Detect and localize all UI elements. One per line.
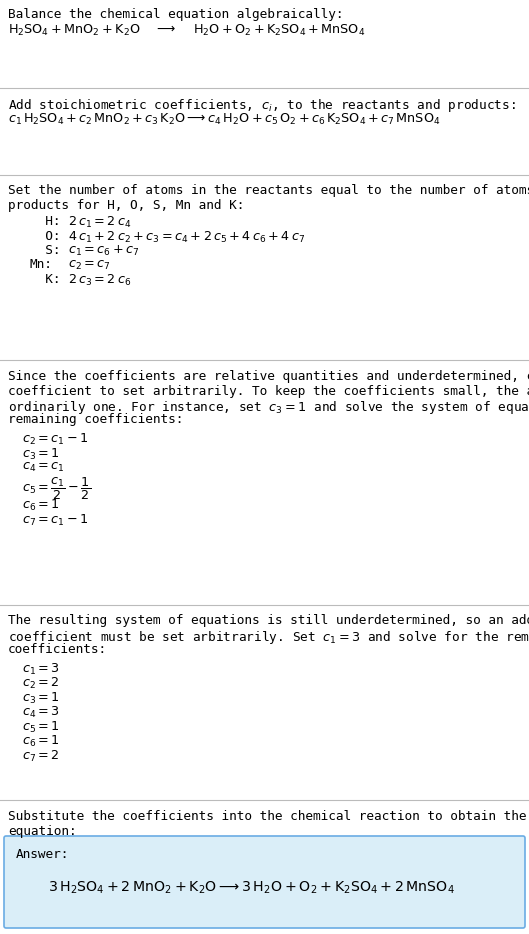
Text: $c_5 = \dfrac{c_1}{2} - \dfrac{1}{2}$: $c_5 = \dfrac{c_1}{2} - \dfrac{1}{2}$: [22, 475, 91, 502]
Text: coefficients:: coefficients:: [8, 643, 107, 656]
FancyBboxPatch shape: [4, 836, 525, 928]
Text: K:: K:: [30, 273, 60, 286]
Text: $c_1 = 3$: $c_1 = 3$: [22, 661, 60, 676]
Text: $c_7 = c_1 - 1$: $c_7 = c_1 - 1$: [22, 513, 88, 528]
Text: $c_2 = c_1 - 1$: $c_2 = c_1 - 1$: [22, 432, 88, 447]
Text: $c_4 = 3$: $c_4 = 3$: [22, 705, 60, 720]
Text: coefficient to set arbitrarily. To keep the coefficients small, the arbitrary va: coefficient to set arbitrarily. To keep …: [8, 385, 529, 398]
Text: ordinarily one. For instance, set $c_3 = 1$ and solve the system of equations fo: ordinarily one. For instance, set $c_3 =…: [8, 399, 529, 416]
Text: $c_2 = 2$: $c_2 = 2$: [22, 676, 59, 691]
Text: $c_3 = 1$: $c_3 = 1$: [22, 690, 60, 705]
Text: remaining coefficients:: remaining coefficients:: [8, 414, 184, 427]
Text: $3\,\mathrm{H_2SO_4} + 2\,\mathrm{MnO_2} + \mathrm{K_2O}\longrightarrow 3\,\math: $3\,\mathrm{H_2SO_4} + 2\,\mathrm{MnO_2}…: [48, 880, 455, 897]
Text: coefficient must be set arbitrarily. Set $c_1 = 3$ and solve for the remaining: coefficient must be set arbitrarily. Set…: [8, 629, 529, 645]
Text: Balance the chemical equation algebraically:: Balance the chemical equation algebraica…: [8, 8, 343, 21]
Text: $2\,c_1 = 2\,c_4$: $2\,c_1 = 2\,c_4$: [68, 215, 131, 230]
Text: $c_3 = 1$: $c_3 = 1$: [22, 446, 60, 461]
Text: Set the number of atoms in the reactants equal to the number of atoms in the: Set the number of atoms in the reactants…: [8, 184, 529, 197]
Text: O:: O:: [30, 230, 60, 243]
Text: $c_2 = c_7$: $c_2 = c_7$: [68, 259, 111, 272]
Text: $c_1\,\mathrm{H_2SO_4} + c_2\,\mathrm{MnO_2} + c_3\,\mathrm{K_2O}\longrightarrow: $c_1\,\mathrm{H_2SO_4} + c_2\,\mathrm{Mn…: [8, 111, 440, 127]
Text: The resulting system of equations is still underdetermined, so an additional: The resulting system of equations is sti…: [8, 614, 529, 627]
Text: $c_6 = 1$: $c_6 = 1$: [22, 734, 60, 749]
Text: H:: H:: [30, 215, 60, 228]
Text: Since the coefficients are relative quantities and underdetermined, choose a: Since the coefficients are relative quan…: [8, 370, 529, 383]
Text: $2\,c_3 = 2\,c_6$: $2\,c_3 = 2\,c_6$: [68, 273, 131, 288]
Text: Substitute the coefficients into the chemical reaction to obtain the balanced: Substitute the coefficients into the che…: [8, 810, 529, 823]
Text: Add stoichiometric coefficients, $c_i$, to the reactants and products:: Add stoichiometric coefficients, $c_i$, …: [8, 97, 516, 114]
Text: Answer:: Answer:: [16, 848, 69, 861]
Text: $c_4 = c_1$: $c_4 = c_1$: [22, 461, 65, 474]
Text: Mn:: Mn:: [30, 259, 53, 272]
Text: $c_7 = 2$: $c_7 = 2$: [22, 748, 59, 764]
Text: S:: S:: [30, 244, 60, 257]
Text: $\mathrm{H_2SO_4 + MnO_2 + K_2O}$  $\longrightarrow$  $\mathrm{H_2O + O_2 + K_2S: $\mathrm{H_2SO_4 + MnO_2 + K_2O}$ $\long…: [8, 22, 366, 37]
Text: $c_6 = 1$: $c_6 = 1$: [22, 498, 60, 513]
Text: $c_5 = 1$: $c_5 = 1$: [22, 719, 60, 735]
Text: $c_1 = c_6 + c_7$: $c_1 = c_6 + c_7$: [68, 244, 139, 258]
Text: equation:: equation:: [8, 825, 77, 838]
Text: products for H, O, S, Mn and K:: products for H, O, S, Mn and K:: [8, 199, 244, 211]
Text: $4\,c_1 + 2\,c_2 + c_3 = c_4 + 2\,c_5 + 4\,c_6 + 4\,c_7$: $4\,c_1 + 2\,c_2 + c_3 = c_4 + 2\,c_5 + …: [68, 230, 305, 245]
